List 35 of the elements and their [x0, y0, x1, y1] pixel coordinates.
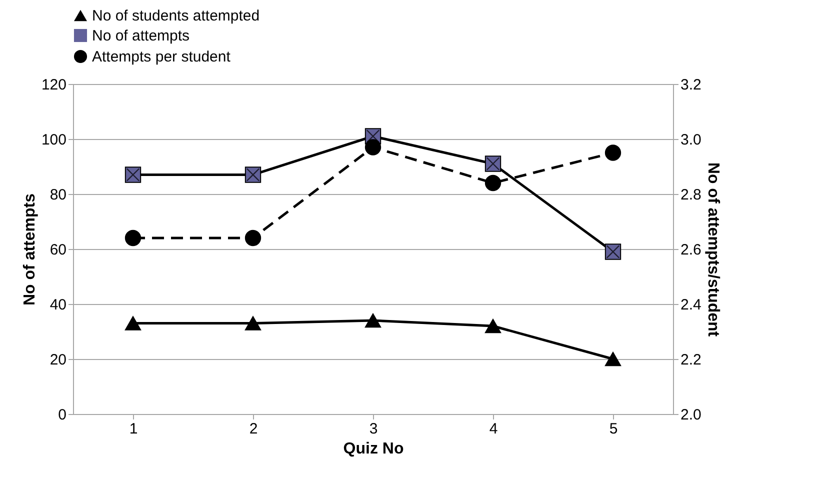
y2-tick-label: 2.2	[680, 352, 702, 368]
legend-label: No of students attempted	[92, 8, 260, 24]
x-tick-label: 3	[369, 420, 378, 438]
point	[364, 139, 382, 156]
point	[124, 316, 142, 330]
y2-tick-label: 2.6	[680, 242, 702, 258]
y-tick-label: 60	[50, 242, 66, 258]
y-tick-label: 20	[50, 352, 66, 368]
y-tick-label: 0	[58, 406, 66, 424]
point	[244, 316, 262, 330]
point	[484, 174, 502, 192]
y2-tick-label: 3.2	[680, 76, 702, 94]
y-tick-label: 100	[41, 132, 66, 148]
y-tick-label: 120	[41, 76, 66, 94]
x-tick-label: 5	[609, 420, 618, 438]
x-tick-label: 2	[249, 420, 258, 438]
point	[604, 144, 622, 161]
y-tick-label: 40	[50, 296, 66, 314]
y2-tick-label: 2.0	[680, 406, 702, 424]
y-axis-title: No of attempts	[21, 193, 38, 306]
point	[484, 318, 502, 334]
x-tick-label: 1	[129, 420, 138, 438]
x-tick-label: 4	[489, 420, 498, 438]
y2-axis-title: No of attempts/student	[704, 162, 722, 338]
y2-tick-label: 2.8	[680, 186, 702, 204]
legend-label: Attempts per student	[92, 48, 232, 66]
point	[604, 352, 622, 366]
y-tick-label: 80	[50, 186, 66, 204]
y2-tick-label: 3.0	[680, 132, 702, 148]
point	[364, 313, 382, 328]
legend-label: No of attempts	[92, 28, 190, 44]
point	[244, 230, 262, 246]
x-axis-title: Quiz No	[343, 440, 404, 458]
y2-tick-label: 2.4	[680, 296, 702, 314]
point	[124, 230, 142, 246]
